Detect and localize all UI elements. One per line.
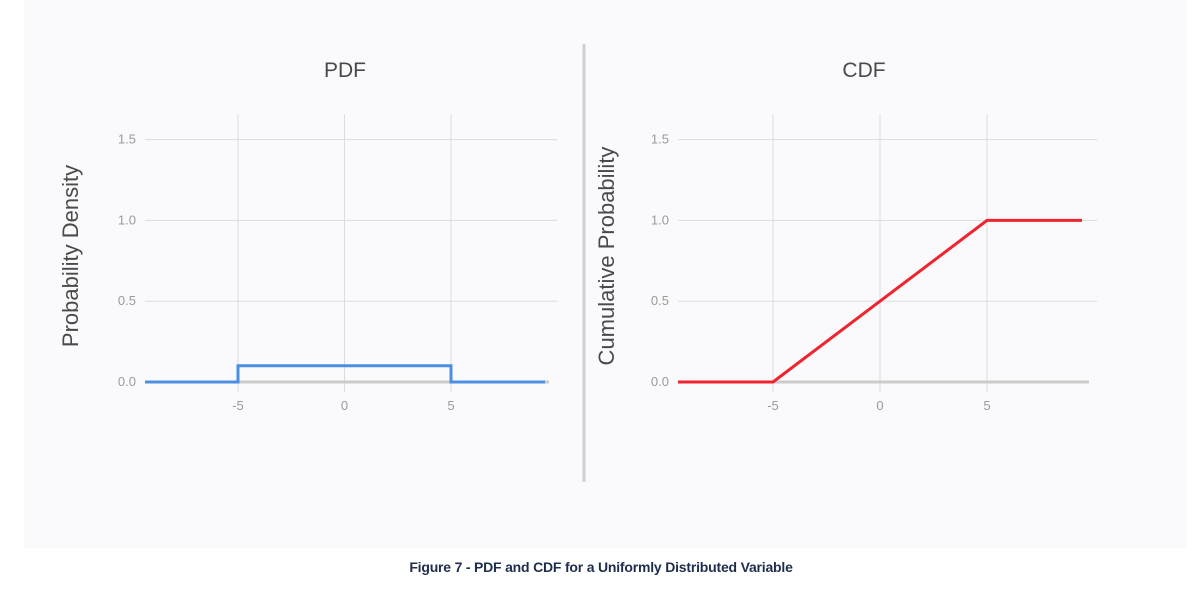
cdf-xtick-label: 0 [876, 398, 883, 413]
cdf-series-line [678, 218, 1082, 384]
figure-background [24, 0, 1186, 548]
cdf-ylabel: Cumulative Probability [594, 147, 619, 366]
cdf-ytick-label: 0.0 [651, 374, 669, 389]
cdf-xtick-label: 5 [983, 398, 990, 413]
cdf-title: CDF [842, 59, 885, 82]
cdf-ytick-label: 1.5 [651, 132, 669, 147]
pdf-xtick-label: -5 [232, 398, 244, 413]
pdf-xtick-label: 0 [341, 398, 348, 413]
pdf-xtick-label: 5 [447, 398, 454, 413]
cdf-chart: CDF Cumulative Probability 0.0 0.5 1.0 1.5 -… [594, 59, 1097, 413]
pdf-grid [145, 114, 557, 392]
pdf-ylabel: Probability Density [58, 165, 83, 347]
pdf-ytick-label: 0.0 [118, 374, 136, 389]
pdf-chart: PDF Probability Density 0.0 0.5 1.0 1.5 -5 0 5 [58, 59, 557, 413]
figure-caption: Figure 7 - PDF and CDF for a Uniformly D… [409, 559, 793, 575]
pdf-title: PDF [324, 59, 366, 82]
cdf-ytick-label: 1.0 [651, 212, 669, 227]
cdf-ytick-label: 0.5 [651, 293, 669, 308]
pdf-series-line [145, 364, 545, 384]
pdf-ytick-label: 1.5 [118, 132, 136, 147]
cdf-xtick-label: -5 [767, 398, 779, 413]
cdf-grid [678, 114, 1097, 392]
pdf-ytick-label: 1.0 [118, 212, 136, 227]
pdf-ytick-label: 0.5 [118, 293, 136, 308]
